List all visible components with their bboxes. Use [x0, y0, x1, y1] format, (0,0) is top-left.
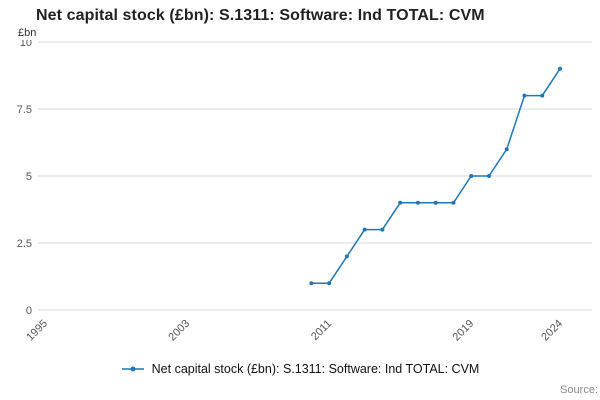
chart-title: Net capital stock (£bn): S.1311: Softwar…: [36, 7, 485, 24]
x-tick-label: 1995: [24, 318, 50, 344]
x-tick-label: 2024: [539, 318, 565, 344]
data-point: [522, 93, 527, 98]
data-point: [558, 66, 562, 71]
legend-marker-dot: [130, 366, 136, 372]
data-point: [398, 200, 403, 205]
x-tick-label: 2011: [309, 318, 334, 343]
data-point: [309, 281, 314, 286]
y-tick-label: 7.5: [17, 104, 32, 116]
data-point: [469, 174, 474, 178]
legend: Net capital stock (£bn): S.1311: Softwar…: [0, 362, 600, 376]
data-point: [415, 200, 420, 205]
data-point: [344, 254, 349, 259]
y-tick-label: 10: [20, 40, 32, 49]
data-point: [540, 93, 545, 98]
data-point: [486, 174, 491, 178]
data-point: [380, 227, 385, 232]
plot-area: 0 2.5 5 7.5 10 1995 2003 2011 2019 2024: [17, 40, 592, 344]
data-point: [504, 147, 509, 152]
x-tick-label: 2019: [451, 318, 477, 344]
data-point: [362, 227, 367, 232]
y-tick-label: 2.5: [17, 238, 32, 250]
y-tick-label: 0: [26, 305, 32, 317]
x-tick-label: 2003: [166, 318, 192, 344]
y-tick-label: 5: [26, 171, 32, 183]
data-point: [451, 200, 456, 205]
source-label: Source:: [560, 384, 598, 396]
data-point: [433, 200, 438, 205]
legend-label: Net capital stock (£bn): S.1311: Softwar…: [151, 362, 480, 376]
y-axis-unit-label: £bn: [18, 27, 37, 39]
data-point: [327, 281, 332, 286]
legend-marker: [121, 366, 144, 372]
